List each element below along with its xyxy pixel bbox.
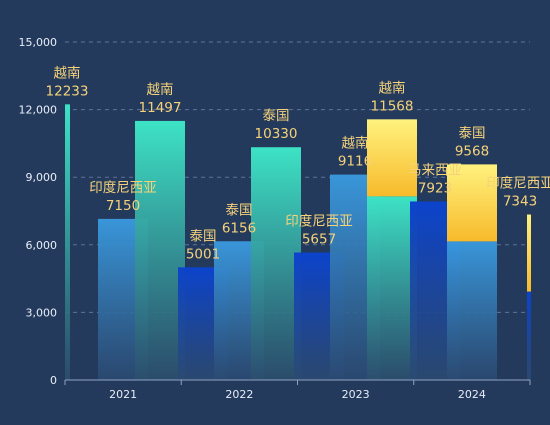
bar-series-label: 印度尼西亚	[486, 176, 550, 192]
bar-value-label: 5657	[302, 232, 336, 248]
bar-value-label: 9568	[455, 143, 489, 159]
y-tick-label: 3,000	[26, 306, 58, 319]
bar	[367, 196, 417, 380]
x-tick-label: 2024	[458, 388, 486, 401]
bar-highlight	[367, 119, 417, 197]
y-tick-label: 9,000	[26, 171, 58, 184]
bar-value-label: 11568	[371, 98, 414, 114]
y-tick-label: 6,000	[26, 239, 58, 252]
y-tick-label: 12,000	[19, 104, 58, 117]
bar	[447, 241, 497, 380]
bar-series-label: 泰国	[459, 125, 486, 141]
bar-value-label: 9116	[338, 154, 372, 170]
bar-value-label: 6156	[222, 220, 256, 236]
bar	[527, 291, 531, 380]
bar-value-label: 10330	[255, 126, 298, 142]
axis-layer: 0 3,000 6,000 9,000 12,000 15,000 2021 2022 2023…	[19, 36, 531, 401]
bar-series-label: 马来西亚	[408, 162, 462, 178]
bar-value-label: 7343	[503, 194, 537, 210]
bar-value-label: 7150	[106, 198, 140, 214]
bar-series-label: 印度尼西亚	[285, 214, 353, 230]
bar-series-label: 印度尼西亚	[89, 180, 157, 196]
bar-value-label: 12233	[46, 83, 89, 99]
x-tick-label: 2022	[225, 388, 253, 401]
bar-value-label: 11497	[139, 100, 182, 116]
bar-highlight	[527, 214, 531, 292]
bar-series-label: 泰国	[263, 108, 290, 124]
bar	[251, 147, 301, 380]
bar-series-label: 泰国	[226, 202, 253, 218]
bar	[135, 120, 185, 380]
label-layer: 越南 12233 印度尼西亚 7150 越南 11497 泰国 5001 泰国 6156 泰国 103…	[46, 65, 550, 262]
bar-value-label: 5001	[186, 246, 220, 262]
x-tick-label: 2021	[109, 388, 137, 401]
y-tick-label: 0	[50, 374, 57, 387]
bar-value-label: 7923	[418, 180, 452, 196]
bar-series-label: 越南	[342, 136, 369, 152]
bar-layer	[65, 104, 531, 380]
x-tick-label: 2023	[342, 388, 370, 401]
bar-series-label: 越南	[379, 80, 406, 96]
bar-series-label: 越南	[147, 82, 174, 98]
bar	[65, 104, 70, 380]
bar-highlight	[447, 164, 497, 242]
y-tick-label: 15,000	[19, 36, 58, 49]
bar-series-label: 泰国	[190, 228, 217, 244]
bar-series-label: 越南	[54, 65, 81, 81]
